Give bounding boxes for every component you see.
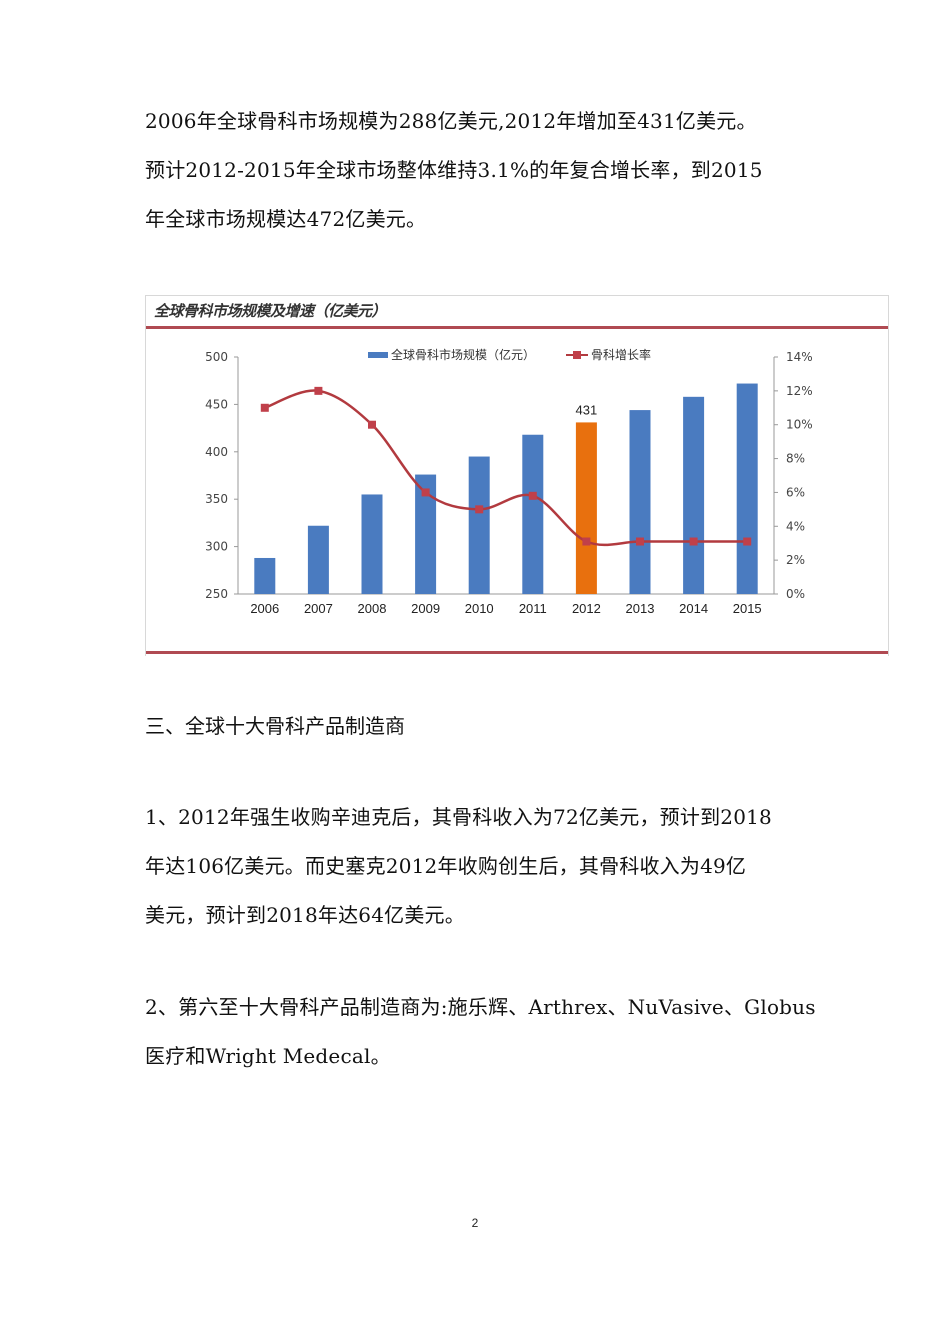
paragraph-manufacturers-1: 1、2012年强生收购辛迪克后，其骨科收入为72亿美元，预计到2018 年达10… — [145, 793, 810, 940]
category-label: 2012 — [572, 601, 601, 616]
category-label: 2009 — [411, 601, 440, 616]
growth-rate-marker — [421, 488, 430, 497]
growth-rate-marker — [743, 537, 752, 546]
category-label: 2014 — [679, 601, 708, 616]
text-line: 美元，预计到2018年达64亿美元。 — [145, 903, 465, 927]
text-line: 2、第六至十大骨科产品制造商为:施乐辉、Arthrex、NuVasive、Glo… — [145, 995, 816, 1019]
bar-value-label: 431 — [576, 402, 598, 417]
left-tick-label: 300 — [205, 540, 228, 554]
bar — [468, 456, 490, 594]
text-line: 年达106亿美元。而史塞克2012年收购创生后，其骨科收入为49亿 — [145, 854, 747, 878]
growth-rate-marker — [528, 491, 537, 500]
growth-rate-marker — [314, 386, 323, 395]
section-heading: 三、全球十大骨科产品制造商 — [145, 714, 405, 738]
category-label: 2007 — [304, 601, 333, 616]
category-label: 2008 — [358, 601, 387, 616]
text-line: 医疗和Wright Medecal。 — [145, 1044, 391, 1068]
bottom-divider — [146, 651, 888, 654]
right-tick-label: 12% — [786, 384, 813, 398]
left-tick-label: 450 — [205, 397, 228, 411]
left-tick-label: 350 — [205, 492, 228, 506]
market-size-chart: 全球骨科市场规模及增速（亿美元） 500 450 400 350 300 250 14% 12… — [145, 295, 889, 656]
growth-rate-marker — [260, 403, 269, 412]
text-line: 2006年全球骨科市场规模为288亿美元,2012年增加至431亿美元。 — [145, 109, 757, 133]
legend-line-marker — [573, 351, 581, 359]
bar — [361, 494, 383, 594]
legend-bar-swatch — [368, 352, 388, 358]
growth-rate-marker — [368, 420, 376, 429]
right-tick-label: 6% — [786, 485, 805, 499]
category-label: 2010 — [465, 601, 494, 616]
legend-line-label: 骨科增长率 — [591, 347, 651, 362]
bar — [254, 557, 276, 594]
right-tick-label: 10% — [786, 418, 813, 432]
text-line: 年全球市场规模达472亿美元。 — [145, 207, 427, 231]
bar — [307, 525, 329, 594]
category-label: 2013 — [626, 601, 655, 616]
growth-rate-marker — [689, 537, 698, 546]
category-label: 2011 — [519, 601, 547, 616]
legend-bar-label: 全球骨科市场规模（亿元） — [391, 347, 535, 362]
chart-plot: 500 450 400 350 300 250 14% 12% 10% 8% 6% 4% 2% 0% 200… — [205, 347, 813, 616]
growth-rate-line — [264, 389, 748, 547]
growth-rate-marker — [582, 537, 591, 546]
text-line: 1、2012年强生收购辛迪克后，其骨科收入为72亿美元，预计到2018 — [145, 805, 772, 829]
left-tick-label: 400 — [205, 445, 228, 459]
bar — [683, 396, 705, 594]
bar — [629, 410, 651, 594]
chart-title: 全球骨科市场规模及增速（亿美元） — [154, 302, 387, 320]
category-label: 2006 — [250, 601, 279, 616]
intro-paragraph: 2006年全球骨科市场规模为288亿美元,2012年增加至431亿美元。 预计2… — [145, 97, 810, 244]
paragraph-manufacturers-2: 2、第六至十大骨科产品制造商为:施乐辉、Arthrex、NuVasive、Glo… — [145, 983, 816, 1081]
right-tick-label: 4% — [786, 519, 805, 533]
right-tick-label: 14% — [786, 350, 813, 364]
bar — [522, 434, 544, 594]
right-tick-label: 0% — [786, 587, 805, 601]
text-line: 预计2012-2015年全球市场整体维持3.1%的年复合增长率，到2015 — [145, 158, 763, 182]
bar — [736, 383, 758, 594]
right-tick-label: 8% — [786, 452, 805, 466]
title-divider — [146, 326, 888, 329]
growth-rate-marker — [475, 505, 484, 514]
left-tick-label: 500 — [205, 350, 228, 364]
category-label: 2015 — [733, 601, 762, 616]
growth-rate-marker — [636, 537, 644, 546]
left-tick-label: 250 — [205, 587, 228, 601]
page-number: 2 — [471, 1216, 479, 1230]
right-tick-label: 2% — [786, 553, 805, 567]
bar — [415, 474, 437, 594]
highlight-bar — [575, 422, 597, 594]
